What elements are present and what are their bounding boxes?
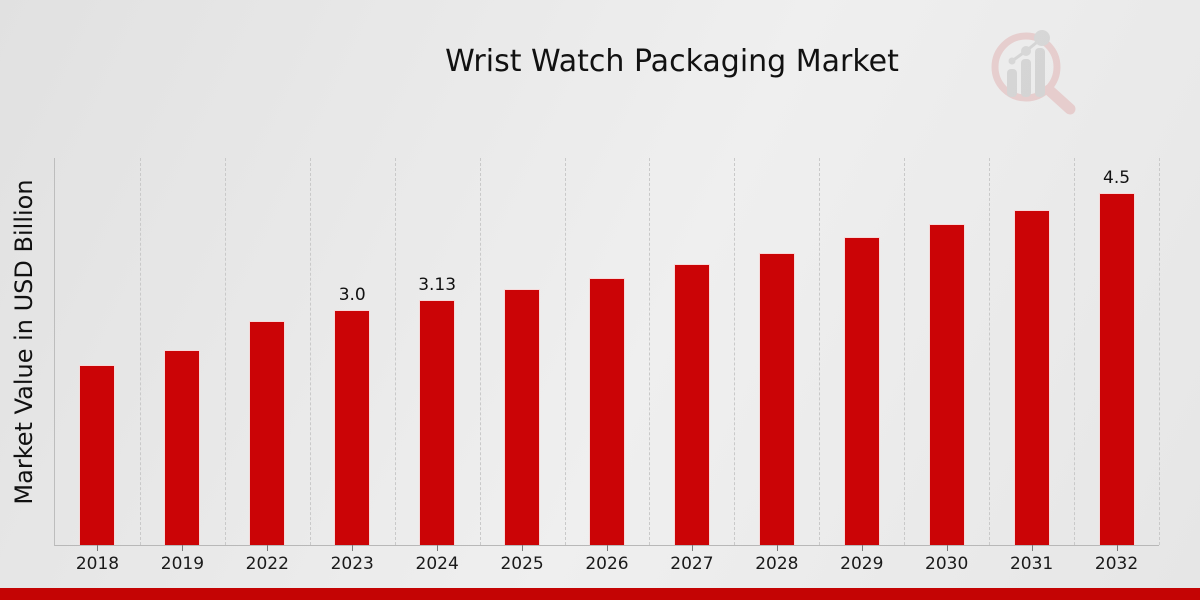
bottom-accent-strip (0, 588, 1200, 600)
x-tick-label-2030: 2030 (925, 554, 969, 574)
x-axis-tick (267, 545, 269, 551)
x-axis-tick (691, 545, 693, 551)
chart-title: Wrist Watch Packaging Market (445, 44, 899, 79)
gridline (309, 158, 311, 545)
x-axis-tick (946, 545, 948, 551)
gridline (394, 158, 396, 545)
x-tick-label-2032: 2032 (1094, 554, 1139, 574)
x-axis-tick (1116, 545, 1118, 551)
bar-2031 (1013, 209, 1050, 545)
gridline (1159, 158, 1160, 545)
gridline (734, 158, 736, 545)
bar-2024 (419, 300, 456, 545)
gridline (479, 158, 481, 545)
x-axis-tick (776, 545, 778, 551)
x-axis-tick (861, 545, 863, 551)
x-tick-label-2025: 2025 (500, 554, 544, 574)
x-axis-tick (522, 545, 524, 551)
bar-value-label-2032: 4.5 (1103, 168, 1131, 189)
y-axis-label: Market Value in USD Billion (10, 179, 38, 505)
gridline (649, 158, 651, 545)
bar-2026 (589, 277, 625, 545)
x-tick-label-2028: 2028 (755, 554, 799, 574)
x-tick-label-2024: 2024 (415, 554, 459, 574)
gridline (224, 158, 226, 545)
gridline (564, 158, 566, 545)
magnifier-bar-chart-logo-icon (991, 30, 1076, 115)
gridline (904, 158, 906, 545)
bar-2029 (843, 236, 880, 545)
x-tick-label-2018: 2018 (75, 554, 120, 574)
bar-2032 (1098, 193, 1135, 545)
x-axis-tick (437, 545, 439, 551)
x-tick-label-2019: 2019 (160, 554, 205, 574)
plot-area: 2018 2019 2022 3.0 2023 3.13 2024 2025 2026 2027 2… (54, 158, 1160, 574)
x-axis-tick (352, 545, 354, 551)
bar-2028 (758, 252, 795, 545)
bar-2018 (79, 365, 116, 545)
gridline (1074, 158, 1076, 545)
gridline (819, 158, 821, 545)
x-tick-label-2031: 2031 (1009, 554, 1054, 574)
x-axis-tick (182, 545, 184, 551)
gridline (139, 158, 141, 545)
x-tick-label-2022: 2022 (245, 554, 289, 574)
bar-value-label-2024: 3.13 (418, 275, 457, 296)
x-tick-label-2029: 2029 (840, 554, 884, 574)
x-tick-label-2026: 2026 (585, 554, 629, 574)
bar-value-label-2023: 3.0 (338, 285, 366, 306)
bar-2023 (334, 310, 371, 545)
bar-2027 (673, 264, 710, 545)
bar-2019 (164, 349, 201, 545)
x-axis-tick (607, 545, 608, 551)
x-tick-label-2027: 2027 (670, 554, 714, 574)
bar-2030 (928, 224, 965, 545)
x-axis-tick (1031, 545, 1033, 551)
bar-2022 (249, 321, 286, 545)
x-axis-tick (97, 545, 99, 551)
gridline (989, 158, 991, 545)
x-tick-label-2023: 2023 (330, 554, 374, 574)
bar-2025 (504, 288, 541, 545)
